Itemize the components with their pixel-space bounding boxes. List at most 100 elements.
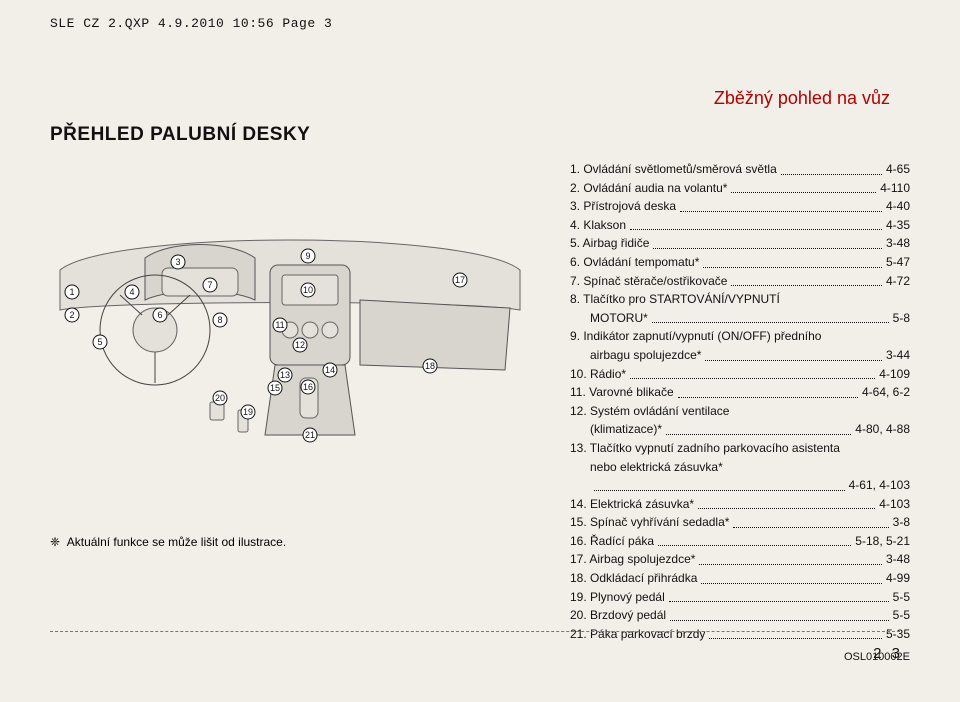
climate-knob-mid <box>302 322 318 338</box>
item-label: 8. Tlačítko pro STARTOVÁNÍ/VYPNUTÍ <box>570 290 780 309</box>
item-page: 4-64, 6-2 <box>862 383 910 402</box>
list-item: 11. Varovné blikače4-64, 6-2 <box>570 383 910 402</box>
callout-15: 15 <box>268 381 282 395</box>
callout-number: 10 <box>303 285 313 295</box>
leader-dots <box>698 495 875 510</box>
item-label: 3. Přístrojová deska <box>570 197 676 216</box>
callout-number: 21 <box>305 430 315 440</box>
leader-dots <box>731 179 876 194</box>
callout-16: 16 <box>301 380 315 394</box>
leader-dots <box>781 160 882 175</box>
instrument-cluster <box>162 268 238 296</box>
list-item: 19. Plynový pedál5-5 <box>570 588 910 607</box>
leader-dots <box>699 550 882 565</box>
callout-3: 3 <box>171 255 185 269</box>
callout-number: 1 <box>69 287 74 297</box>
callout-21: 21 <box>303 428 317 442</box>
callout-9: 9 <box>301 249 315 263</box>
leader-dots <box>658 532 851 547</box>
item-page: 5-47 <box>886 253 910 272</box>
list-item: 9. Indikátor zapnutí/vypnutí (ON/OFF) př… <box>570 327 910 346</box>
callout-7: 7 <box>203 278 217 292</box>
item-label: 20. Brzdový pedál <box>570 606 666 625</box>
tear-line <box>50 631 900 632</box>
leader-dots <box>703 253 882 268</box>
item-label: MOTORU* <box>590 309 648 328</box>
callout-number: 6 <box>157 310 162 320</box>
illustration-column: 123456789101112131415161718192021 ❈ Aktu… <box>50 180 550 450</box>
list-item: 10. Rádio* 4-109 <box>570 365 910 384</box>
callout-12: 12 <box>293 338 307 352</box>
item-label: 2. Ovládání audia na volantu* <box>570 179 727 198</box>
list-item: 5. Airbag řidiče3-48 <box>570 234 910 253</box>
leader-dots <box>731 272 882 287</box>
image-code: OSL010002E <box>570 649 910 666</box>
callout-number: 11 <box>275 320 284 330</box>
list-item-cont: 4-61, 4-103 <box>570 476 910 495</box>
item-page: 4-99 <box>886 569 910 588</box>
callout-number: 20 <box>215 393 225 403</box>
item-label: 1. Ovládání světlometů/směrová světla <box>570 160 777 179</box>
callout-10: 10 <box>301 283 315 297</box>
index-list: 1. Ovládání světlometů/směrová světla 4-6… <box>570 160 910 666</box>
page-footer: 2 3 <box>873 645 900 662</box>
item-page: 4-40 <box>886 197 910 216</box>
leader-dots <box>680 197 882 212</box>
list-item: 1. Ovládání světlometů/směrová světla4-6… <box>570 160 910 179</box>
item-page: 4-109 <box>879 365 910 384</box>
callout-number: 16 <box>303 382 313 392</box>
item-label: 15. Spínač vyhřívání sedadla* <box>570 513 729 532</box>
footnote: ❈ Aktuální funkce se může lišit od ilust… <box>50 535 286 549</box>
callout-number: 19 <box>243 407 253 417</box>
list-item: 7. Spínač stěrače/ostřikovače4-72 <box>570 272 910 291</box>
list-item-cont: nebo elektrická zásuvka* <box>570 458 910 477</box>
item-label: 12. Systém ovládání ventilace <box>570 402 729 421</box>
list-item: 13. Tlačítko vypnutí zadního parkovacího… <box>570 439 910 458</box>
item-page: 4-72 <box>886 272 910 291</box>
callout-number: 8 <box>217 315 222 325</box>
list-item: 2. Ovládání audia na volantu* 4-110 <box>570 179 910 198</box>
content-area: 123456789101112131415161718192021 ❈ Aktu… <box>50 160 900 642</box>
callout-11: 11 <box>273 318 287 332</box>
list-item: 14. Elektrická zásuvka* 4-103 <box>570 495 910 514</box>
leader-dots <box>666 420 851 435</box>
list-item: 16. Řadící páka5-18, 5-21 <box>570 532 910 551</box>
dashboard-svg: 123456789101112131415161718192021 <box>50 180 530 450</box>
list-item: 3. Přístrojová deska 4-40 <box>570 197 910 216</box>
list-item: 17. Airbag spolujezdce*3-48 <box>570 550 910 569</box>
section-title: Zběžný pohled na vůz <box>714 88 890 109</box>
item-label: 10. Rádio* <box>570 365 626 384</box>
item-page: 4-35 <box>886 216 910 235</box>
page-number: 3 <box>892 645 900 662</box>
list-item-cont: airbagu spolujezdce*3-44 <box>570 346 910 365</box>
climate-knob-right <box>322 322 338 338</box>
item-page: 5-35 <box>886 625 910 644</box>
list-item: 6. Ovládání tempomatu*5-47 <box>570 253 910 272</box>
item-page: 3-8 <box>893 513 910 532</box>
item-label: (klimatizace)* <box>590 420 662 439</box>
list-item-cont: MOTORU*5-8 <box>570 309 910 328</box>
item-label: 18. Odkládací přihrádka <box>570 569 697 588</box>
item-page: 3-48 <box>886 550 910 569</box>
item-label: 14. Elektrická zásuvka* <box>570 495 694 514</box>
footnote-symbol: ❈ <box>50 535 60 549</box>
item-label: 16. Řadící páka <box>570 532 654 551</box>
leader-dots <box>669 588 889 603</box>
leader-dots <box>630 365 875 380</box>
item-label: 21. Páka parkovací brzdy <box>570 625 705 644</box>
footnote-text: Aktuální funkce se může lišit od ilustra… <box>67 535 286 549</box>
item-page: 4-61, 4-103 <box>849 476 910 495</box>
list-item: 18. Odkládací přihrádka 4-99 <box>570 569 910 588</box>
item-page: 4-103 <box>879 495 910 514</box>
callout-number: 12 <box>295 340 305 350</box>
item-page: 5-5 <box>893 588 910 607</box>
leader-dots <box>709 625 882 640</box>
item-label: 9. Indikátor zapnutí/vypnutí (ON/OFF) př… <box>570 327 821 346</box>
item-page: 4-110 <box>880 179 910 198</box>
item-label: nebo elektrická zásuvka* <box>590 458 723 477</box>
item-page: 3-48 <box>886 234 910 253</box>
page-title: PŘEHLED PALUBNÍ DESKY <box>50 124 310 146</box>
callout-number: 18 <box>425 361 435 371</box>
list-item: 15. Spínač vyhřívání sedadla* 3-8 <box>570 513 910 532</box>
print-header: SLE CZ 2.QXP 4.9.2010 10:56 Page 3 <box>50 16 332 31</box>
